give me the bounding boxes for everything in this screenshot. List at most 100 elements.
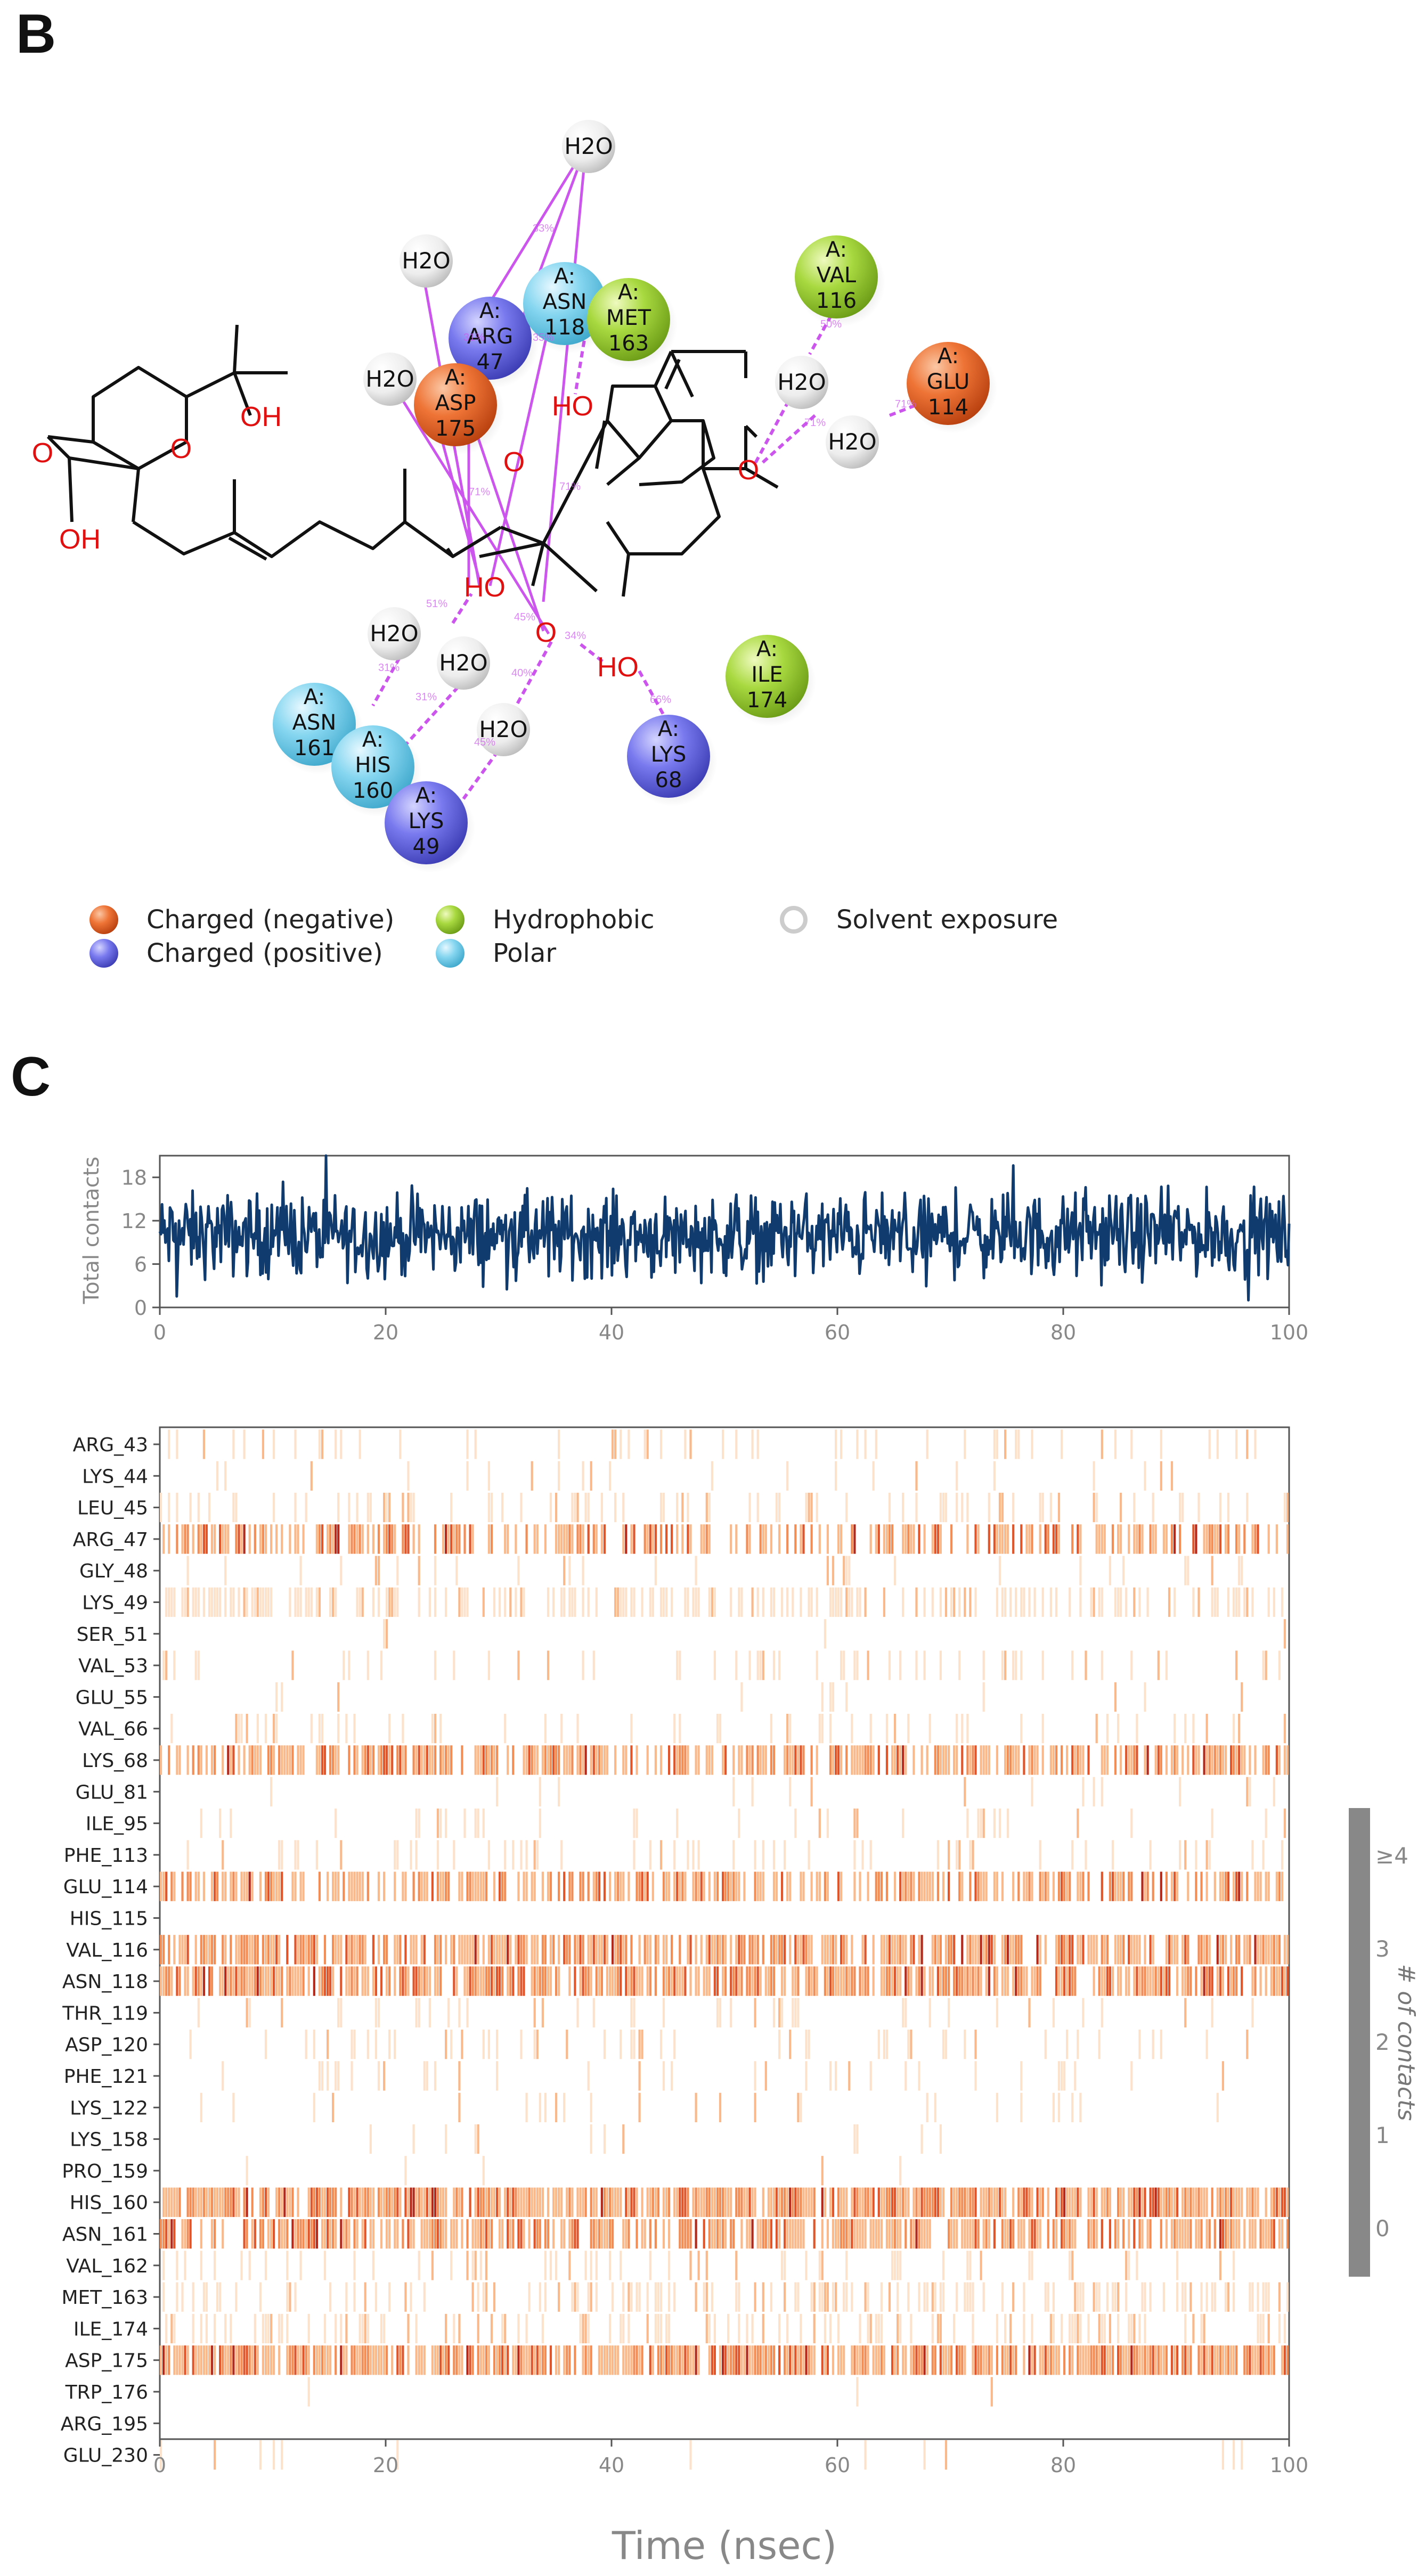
water-molecule: H2O: [562, 120, 615, 173]
heatmap-cell: [1125, 2345, 1128, 2375]
heatmap-cell: [789, 2345, 792, 2375]
heatmap-cell: [184, 2345, 186, 2375]
heatmap-cell: [1181, 1966, 1184, 1996]
heatmap-cell: [643, 1429, 646, 1459]
heatmap-cell: [571, 2219, 574, 2249]
heatmap-cell: [202, 1935, 205, 1965]
heatmap-cell: [1168, 1587, 1171, 1617]
heatmap-cell: [222, 1840, 224, 1870]
heatmap-cell: [1184, 1840, 1187, 1870]
heatmap-cell: [1120, 1871, 1122, 1901]
heatmap-cell: [778, 1650, 781, 1680]
heatmap-cell: [778, 1492, 781, 1523]
heatmap-cell: [453, 2219, 455, 2249]
line-chart-frame: [159, 1155, 1290, 1309]
heatmap-cell: [477, 2219, 479, 2249]
heatmap-cell: [364, 2282, 366, 2312]
residue-chain: A:: [445, 365, 466, 390]
heatmap-cell: [671, 2345, 673, 2375]
heatmap-cell: [883, 1966, 885, 1996]
heatmap-cell: [1219, 1966, 1221, 1996]
heatmap-cell: [364, 2313, 366, 2344]
heatmap-cell: [826, 1524, 829, 1554]
heatmap-cell: [894, 1871, 897, 1901]
heatmap-cell: [396, 1745, 399, 1775]
heatmap-cell: [1012, 1935, 1015, 1965]
heatmap-cell: [394, 1935, 396, 1965]
heatmap-cell: [1074, 1745, 1077, 1775]
heatmap-cell: [281, 1998, 283, 2027]
heatmap-cell: [1031, 1524, 1033, 1554]
heatmap-cell: [1087, 1935, 1090, 1965]
heatmap-cell: [1061, 1871, 1063, 1901]
heatmap-cell: [888, 1935, 891, 1965]
heatmap-cell: [576, 1998, 579, 2027]
heatmap-cell: [176, 1429, 178, 1459]
heatmap-cell: [956, 2219, 958, 2249]
heatmap-cell: [977, 1524, 980, 1554]
heatmap-cell: [412, 1492, 415, 1523]
heatmap-cell: [197, 1745, 200, 1775]
heatmap-cell: [528, 1745, 531, 1775]
heatmap-cell: [463, 1587, 466, 1617]
heatmap-cell: [800, 1524, 802, 1554]
heatmap-row-label: PRO_159: [62, 2161, 148, 2182]
heatmap-cell: [996, 2187, 998, 2217]
heatmap-cell: [423, 1871, 426, 1901]
heatmap-cell: [474, 1935, 477, 1965]
heatmap-cell: [695, 2282, 697, 2312]
heatmap-cell: [1071, 1745, 1074, 1775]
heatmap-row-val_162: [162, 2251, 1235, 2280]
heatmap-cell: [826, 1556, 829, 1585]
heatmap-cell: [934, 1745, 936, 1775]
heatmap-cell: [687, 1587, 689, 1617]
heatmap-cell: [894, 2251, 897, 2280]
heatmap-cell: [1012, 2219, 1015, 2249]
heatmap-cell: [525, 2187, 528, 2217]
heatmap-cell: [461, 1871, 463, 1901]
heatmap-cell: [1273, 2187, 1275, 2217]
heatmap-cell: [523, 1966, 525, 1996]
heatmap-cell: [192, 1524, 194, 1554]
heatmap-row-label: ILE_95: [86, 1813, 148, 1835]
heatmap-cell: [404, 1745, 407, 1775]
heatmap-cell: [222, 1524, 224, 1554]
heatmap-cell: [1128, 1935, 1130, 1965]
heatmap-cell: [214, 1935, 216, 1965]
interaction-arrow: [462, 750, 500, 800]
heatmap-cell: [606, 1966, 609, 1996]
heatmap-cell: [439, 1745, 442, 1775]
heatmap-cell: [1120, 2187, 1122, 2217]
heatmap-cell: [383, 1619, 386, 1649]
heatmap-cell: [1221, 2061, 1224, 2091]
heatmap-cell: [1254, 1966, 1257, 1996]
heatmap-cell: [482, 1808, 485, 1838]
heatmap-cell: [173, 2345, 176, 2375]
heatmap-cell: [1233, 1587, 1235, 1617]
heatmap-cell: [1219, 2219, 1221, 2249]
heatmap-cell: [434, 1650, 437, 1680]
heatmap-cell: [394, 2030, 396, 2059]
heatmap-cell: [762, 2187, 764, 2217]
heatmap-cell: [431, 1714, 434, 1744]
heatmap-cell: [224, 1966, 227, 1996]
heatmap-cell: [792, 2219, 794, 2249]
heatmap-cell: [200, 2187, 202, 2217]
heatmap-cell: [687, 1524, 689, 1554]
heatmap-cell: [708, 1871, 711, 1901]
heatmap-cell: [558, 2282, 560, 2312]
heatmap-cell: [996, 1429, 998, 1459]
heatmap-cell: [713, 1871, 716, 1901]
heatmap-cell: [1120, 1524, 1122, 1554]
heatmap-cell: [818, 1714, 821, 1744]
heatmap-cell: [974, 1966, 977, 1996]
heatmap-cell: [713, 2345, 716, 2375]
heatmap-cell: [549, 1492, 552, 1523]
heatmap-cell: [1165, 1966, 1168, 1996]
heatmap-cell: [864, 1587, 867, 1617]
heatmap-cell: [1114, 1745, 1117, 1775]
heatmap-cell: [872, 1461, 875, 1491]
heatmap-cell: [531, 1966, 533, 1996]
heatmap-cell: [659, 1429, 663, 1459]
heatmap-cell: [587, 1587, 590, 1617]
